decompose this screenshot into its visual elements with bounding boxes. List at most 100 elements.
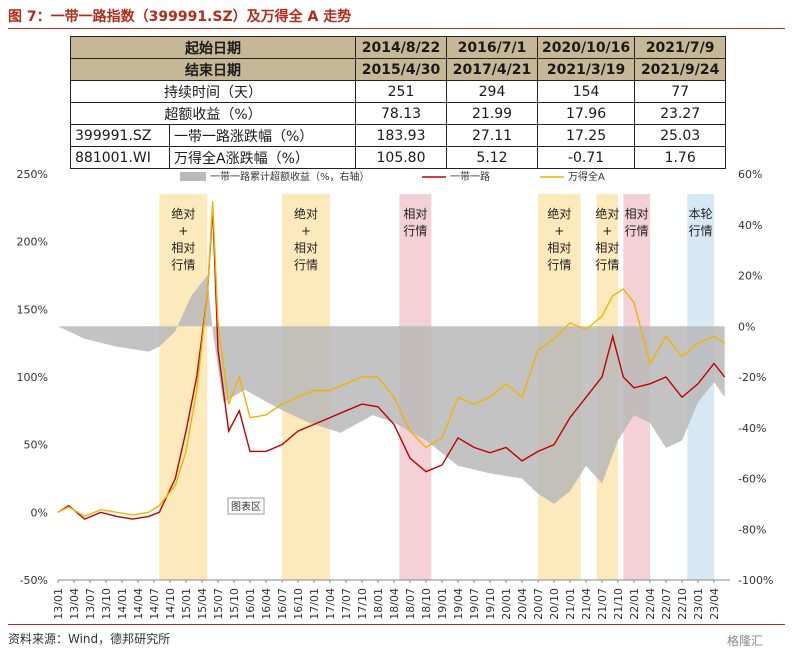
table-cell: -0.71	[536, 146, 636, 169]
table-row: 结束日期 2015/4/30 2017/4/21 2021/3/19 2021/…	[70, 58, 727, 81]
band-label: 相对	[547, 241, 571, 255]
band-label: 本轮	[689, 207, 713, 221]
band-label: 相对	[171, 241, 195, 255]
x-tick-label: 13/04	[68, 588, 81, 620]
table-cell: 27.11	[446, 124, 538, 147]
left-tick-label: -50%	[20, 574, 48, 587]
x-tick-label: 17/07	[340, 588, 353, 620]
band-label: 行情	[294, 258, 318, 272]
index-code: 881001.WI	[70, 146, 170, 169]
title-rule	[8, 28, 785, 29]
x-tick-label: 20/01	[500, 588, 513, 620]
band-label: 相对	[625, 207, 649, 221]
series-area-excess	[58, 275, 725, 504]
x-tick-label: 13/10	[100, 588, 113, 620]
table-cell: 183.93	[355, 124, 447, 147]
right-tick-label: 40%	[738, 219, 762, 232]
watermark-text: 格隆汇	[727, 634, 764, 648]
table-cell: 17.96	[536, 102, 636, 125]
band-label: 行情	[547, 258, 571, 272]
table-cell: 23.27	[634, 102, 727, 125]
band-label: 相对	[595, 241, 619, 255]
table-cell: 2017/4/21	[446, 58, 538, 81]
left-tick-label: 50%	[24, 439, 48, 452]
table-row: 持续时间（天） 251 294 154 77	[70, 80, 727, 103]
x-tick-label: 20/04	[516, 588, 529, 620]
x-tick-label: 13/07	[84, 588, 97, 620]
stats-table: 起始日期 2014/8/22 2016/7/1 2020/10/16 2021/…	[70, 36, 727, 169]
band-label: +	[554, 224, 564, 238]
row-label: 持续时间（天）	[70, 80, 356, 103]
x-tick-label: 17/10	[356, 588, 369, 620]
table-row: 起始日期 2014/8/22 2016/7/1 2020/10/16 2021/…	[70, 36, 727, 59]
x-tick-label: 15/10	[228, 588, 241, 620]
band-label: 绝对	[294, 206, 318, 221]
x-tick-label: 14/01	[116, 588, 129, 620]
x-tick-label: 21/01	[564, 588, 577, 620]
x-tick-label: 14/04	[132, 588, 145, 620]
x-tick-label: 16/04	[260, 588, 273, 620]
x-tick-label: 15/04	[196, 588, 209, 620]
x-tick-label: 15/07	[212, 588, 225, 620]
series-line-belt-road	[57, 207, 726, 520]
right-tick-label: -60%	[738, 473, 766, 486]
left-tick-label: 0%	[31, 506, 48, 519]
x-tick-label: 18/07	[404, 588, 417, 620]
band-label: 行情	[689, 224, 713, 238]
x-tick-label: 16/07	[276, 588, 289, 620]
table-cell: 2020/10/16	[536, 36, 636, 59]
band-label: 绝对	[595, 206, 619, 221]
row-label: 结束日期	[70, 58, 356, 81]
x-tick-label: 22/01	[628, 588, 641, 620]
source-note: 资料来源：Wind，德邦研究所	[8, 632, 171, 646]
right-tick-label: -20%	[738, 371, 766, 384]
table-cell: 17.25	[536, 124, 636, 147]
x-tick-label: 21/10	[612, 588, 625, 620]
table-cell: 2015/4/30	[355, 58, 447, 81]
right-tick-label: 20%	[738, 270, 762, 283]
left-tick-label: 100%	[17, 371, 48, 384]
index-code: 399991.SZ	[70, 124, 170, 147]
x-tick-label: 19/01	[436, 588, 449, 620]
x-tick-label: 19/04	[452, 588, 465, 620]
x-tick-label: 14/07	[148, 588, 161, 620]
right-tick-label: -40%	[738, 422, 766, 435]
x-tick-label: 18/10	[420, 588, 433, 620]
x-tick-label: 14/10	[164, 588, 177, 620]
table-cell: 2021/3/19	[536, 58, 636, 81]
x-tick-label: 22/04	[644, 588, 657, 620]
x-tick-label: 19/10	[484, 588, 497, 620]
table-cell: 21.99	[446, 102, 538, 125]
table-cell: 77	[634, 80, 727, 103]
x-tick-label: 13/01	[52, 588, 65, 620]
legend-label-excess: 一带一路累计超额收益（%，右轴）	[210, 170, 370, 183]
right-tick-label: 60%	[738, 168, 762, 181]
x-tick-label: 17/01	[308, 588, 321, 620]
table-cell: 2014/8/22	[355, 36, 447, 59]
left-tick-label: 200%	[17, 236, 48, 249]
figure-title: 图 7：一带一路指数（399991.SZ）及万得全 A 走势	[8, 9, 352, 25]
x-tick-label: 20/10	[548, 588, 561, 620]
chart-area-tooltip-label: 图表区	[231, 500, 261, 513]
x-tick-label: 23/04	[708, 588, 721, 620]
row-label: 起始日期	[70, 36, 356, 59]
x-tick-label: 19/07	[468, 588, 481, 620]
left-tick-label: 150%	[17, 303, 48, 316]
band-label: 相对	[294, 241, 318, 255]
right-tick-label: -100%	[738, 574, 773, 587]
x-tick-label: 18/01	[372, 588, 385, 620]
bottom-rule	[8, 624, 785, 625]
x-tick-label: 18/04	[388, 588, 401, 620]
table-cell: 2021/9/24	[634, 58, 727, 81]
x-tick-label: 21/04	[580, 588, 593, 620]
chart-area-tooltip	[227, 497, 265, 515]
highlight-band	[159, 194, 208, 580]
legend-swatch-excess	[180, 172, 206, 181]
table-row: 399991.SZ 一带一路涨跌幅（%） 183.93 27.11 17.25 …	[70, 124, 727, 147]
band-label: +	[178, 224, 188, 238]
row-label: 超额收益（%）	[70, 102, 356, 125]
right-tick-label: 0%	[738, 320, 755, 333]
table-cell: 251	[355, 80, 447, 103]
x-tick-label: 16/01	[244, 588, 257, 620]
table-cell: 25.03	[634, 124, 727, 147]
